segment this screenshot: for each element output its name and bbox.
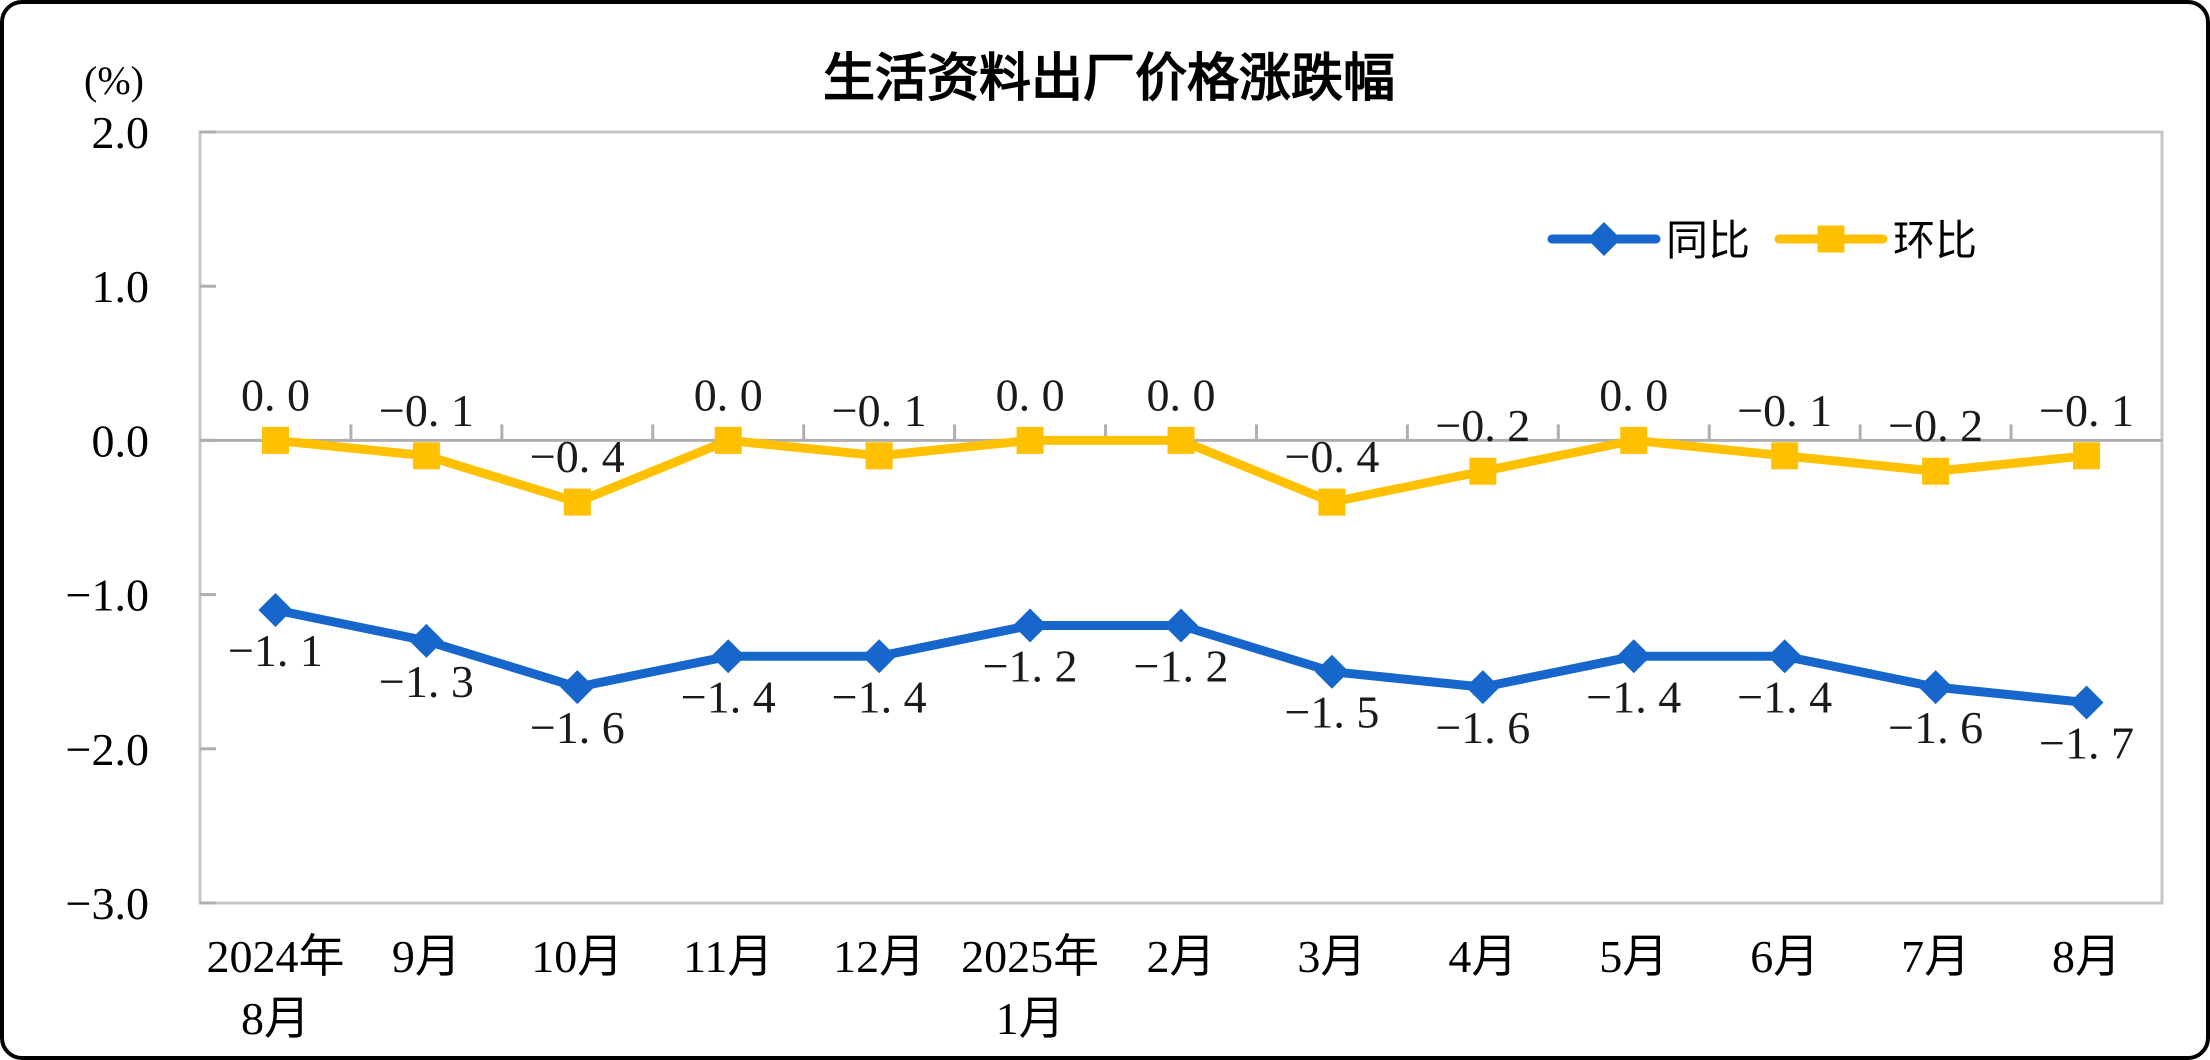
data-point-marker bbox=[563, 488, 591, 516]
data-label: −0. 4 bbox=[1284, 431, 1379, 482]
data-label: −1. 6 bbox=[1435, 702, 1530, 753]
legend-label: 环比 bbox=[1893, 219, 1977, 265]
data-point-marker bbox=[1016, 426, 1044, 454]
data-point-marker bbox=[560, 670, 595, 705]
data-label: −0. 2 bbox=[1888, 400, 1983, 451]
x-axis-label: 5月 bbox=[1599, 931, 1668, 982]
data-label: −1. 5 bbox=[1284, 687, 1379, 738]
x-axis-label: 2025年 bbox=[961, 931, 1099, 982]
data-point-marker bbox=[1587, 222, 1621, 256]
x-axis-label: 11月 bbox=[683, 931, 773, 982]
legend-item-环比: 环比 bbox=[1774, 219, 1977, 265]
x-axis-label: 9月 bbox=[392, 931, 461, 982]
data-label: −1. 4 bbox=[1586, 671, 1681, 722]
x-axis-label: 4月 bbox=[1448, 931, 1517, 982]
x-axis-label: 3月 bbox=[1297, 931, 1366, 982]
legend: 同比 环比 bbox=[1547, 219, 1977, 265]
data-label: −1. 6 bbox=[530, 702, 625, 753]
data-label: −0. 1 bbox=[2039, 385, 2134, 436]
data-label: 0. 0 bbox=[1147, 369, 1216, 420]
x-axis-label: 2024年 bbox=[206, 931, 344, 982]
x-axis-label: 7月 bbox=[1901, 931, 1970, 982]
data-point-marker bbox=[1469, 457, 1497, 485]
data-label: 0. 0 bbox=[241, 369, 310, 420]
data-point-marker bbox=[711, 639, 746, 674]
data-point-marker bbox=[2073, 442, 2101, 470]
data-point-marker bbox=[862, 639, 897, 674]
data-label: −0. 2 bbox=[1435, 400, 1530, 451]
data-point-marker bbox=[1771, 442, 1799, 470]
data-label: 0. 0 bbox=[1599, 369, 1668, 420]
data-label: −0. 1 bbox=[379, 385, 474, 436]
data-point-marker bbox=[412, 442, 440, 470]
data-label: −1. 4 bbox=[681, 671, 776, 722]
y-axis-tick-label: −2.0 bbox=[66, 724, 149, 775]
y-axis-tick-label: 0.0 bbox=[92, 415, 150, 466]
data-point-marker bbox=[2069, 685, 2104, 720]
y-axis-tick-label: 1.0 bbox=[92, 261, 150, 312]
series-环比: 0. 0 −0. 1 −0. 4 0. 0 −0. 1 0. 0 0. 0 −0. 4 −0. … bbox=[241, 369, 2134, 516]
y-axis-tick-label: 2.0 bbox=[92, 107, 150, 158]
data-label: 0. 0 bbox=[996, 369, 1065, 420]
data-point-marker bbox=[1817, 225, 1845, 253]
data-point-marker bbox=[1922, 457, 1950, 485]
x-axis-label: 2月 bbox=[1147, 931, 1216, 982]
x-axis-label: 1月 bbox=[996, 993, 1065, 1044]
x-axis-label: 6月 bbox=[1750, 931, 1819, 982]
data-point-marker bbox=[1620, 426, 1648, 454]
legend-item-同比: 同比 bbox=[1547, 219, 1750, 265]
chart-title: 生活资料出厂价格涨跌幅 bbox=[823, 50, 1395, 108]
data-point-marker bbox=[1167, 426, 1195, 454]
data-point-marker bbox=[1616, 639, 1651, 674]
x-axis-label: 8月 bbox=[2052, 931, 2121, 982]
y-axis-tick-label: −3.0 bbox=[66, 878, 149, 929]
data-label: −1. 4 bbox=[832, 671, 927, 722]
legend-label: 同比 bbox=[1666, 219, 1750, 265]
data-label: −0. 1 bbox=[832, 385, 927, 436]
data-point-marker bbox=[714, 426, 742, 454]
data-point-marker bbox=[1314, 654, 1349, 689]
x-axis-label: 8月 bbox=[241, 993, 310, 1044]
data-point-marker bbox=[261, 426, 289, 454]
series-同比: −1. 1 −1. 3 −1. 6 −1. 4 −1. 4 −1. 2 −1. 2 −1. 5… bbox=[228, 593, 2134, 769]
data-point-marker bbox=[1918, 670, 1953, 705]
x-axis-label: 10月 bbox=[531, 931, 623, 982]
data-point-marker bbox=[1465, 670, 1500, 705]
line-chart: (%) 生活资料出厂价格涨跌幅 2.0 1.0 0.0 −1.0 −2.0 −3.0 202… bbox=[66, 50, 2164, 1044]
data-point-marker bbox=[865, 442, 893, 470]
data-point-marker bbox=[1318, 488, 1346, 516]
data-label: −1. 6 bbox=[1888, 702, 1983, 753]
data-label: 0. 0 bbox=[694, 369, 763, 420]
x-axis-label: 12月 bbox=[833, 931, 925, 982]
data-label: −1. 2 bbox=[983, 640, 1078, 691]
data-point-marker bbox=[258, 593, 293, 628]
data-label: −1. 1 bbox=[228, 625, 323, 676]
data-label: −0. 1 bbox=[1737, 385, 1832, 436]
y-axis-unit-label: (%) bbox=[84, 58, 144, 103]
data-point-marker bbox=[1164, 608, 1198, 643]
data-point-marker bbox=[1767, 639, 1802, 674]
data-label: −1. 3 bbox=[379, 656, 474, 707]
data-label: −0. 4 bbox=[530, 431, 625, 482]
plot-area: 2.0 1.0 0.0 −1.0 −2.0 −3.0 2024年 8月 9月 10月 11月 12月 2… bbox=[66, 107, 2164, 1044]
plot-border bbox=[198, 130, 2164, 905]
data-point-marker bbox=[1013, 608, 1048, 643]
y-axis-tick-label: −1.0 bbox=[66, 570, 149, 621]
data-point-marker bbox=[409, 623, 444, 658]
data-label: −1. 2 bbox=[1134, 640, 1229, 691]
data-label: −1. 7 bbox=[2039, 718, 2134, 769]
data-label: −1. 4 bbox=[1737, 671, 1832, 722]
